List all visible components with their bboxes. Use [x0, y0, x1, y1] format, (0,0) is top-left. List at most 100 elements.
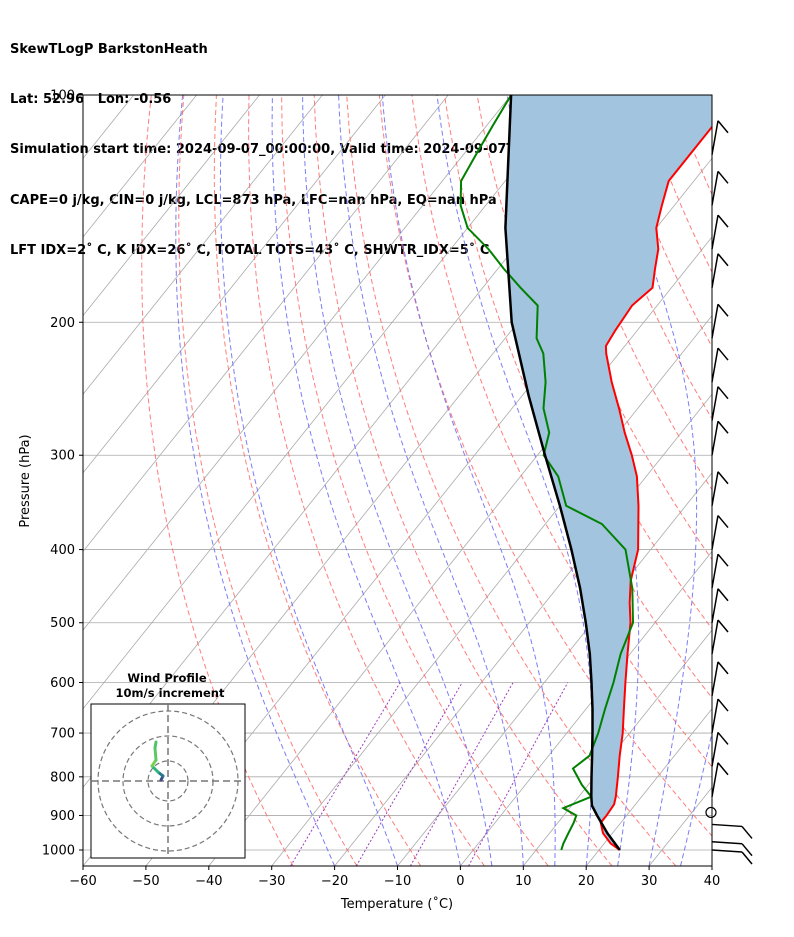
- wind-barb: [711, 420, 729, 456]
- y-tick-label: 200: [50, 316, 75, 331]
- x-tick-label: 10: [515, 874, 532, 889]
- barb-staff: [711, 347, 719, 383]
- dry-adiabat: [213, 95, 422, 866]
- wind-barb: [711, 253, 729, 288]
- wind-barb: [705, 806, 753, 839]
- barb-flag: [717, 762, 729, 776]
- barb-flag: [741, 851, 753, 865]
- profile-lines: [459, 95, 712, 851]
- barb-flag: [717, 698, 729, 712]
- isotherm-line: [208, 236, 712, 866]
- moist-adiabat: [302, 95, 493, 866]
- hodograph-segment: [153, 740, 158, 750]
- y-tick-label: 900: [50, 809, 75, 824]
- barb-flag: [717, 253, 729, 267]
- x-tick-label: 40: [704, 874, 721, 889]
- barb-staff: [711, 698, 719, 734]
- barb-flag: [717, 347, 729, 361]
- barb-staff: [711, 386, 719, 421]
- barb-staff: [711, 471, 719, 506]
- barb-staff: [711, 661, 719, 697]
- isotherm-line: [460, 550, 712, 866]
- wind-barb: [711, 386, 729, 421]
- wind-barb: [711, 553, 729, 589]
- barb-flag: [717, 661, 729, 675]
- barb-staff: [711, 421, 719, 456]
- y-tick-label: 500: [50, 616, 75, 631]
- dry-adiabat: [541, 95, 712, 491]
- dry-adiabat: [141, 95, 294, 866]
- isotherm-line: [83, 95, 197, 238]
- barb-flag: [717, 420, 729, 434]
- x-axis-label: Temperature (˚C): [340, 896, 453, 912]
- mixing-ratio-line: [355, 682, 463, 866]
- barb-staff: [711, 619, 719, 655]
- moist-adiabat: [381, 95, 556, 866]
- dry-adiabat: [248, 95, 485, 866]
- wind-barb: [711, 661, 729, 697]
- isotherm-line: [83, 95, 386, 474]
- x-tick-label: −50: [132, 874, 159, 889]
- wind-barb: [711, 170, 729, 206]
- barb-staff: [711, 554, 719, 589]
- dry-adiabat: [738, 95, 794, 866]
- barb-flag: [741, 843, 753, 857]
- wind-barb: [711, 619, 729, 655]
- moist-adiabat: [271, 95, 461, 866]
- x-tick-label: −40: [195, 874, 222, 889]
- dry-adiabat: [411, 95, 712, 768]
- dry-adiabat: [770, 95, 794, 866]
- moist-adiabat: [175, 95, 336, 866]
- wind-barb: [711, 214, 729, 250]
- indices-line-2: LFT IDX=2˚ C, K IDX=26˚ C, TOTAL TOTS=43…: [10, 243, 490, 259]
- x-tick-label: 0: [456, 874, 464, 889]
- isotherm-line: [83, 95, 449, 553]
- wind-barb: [711, 515, 729, 550]
- isotherm-line: [585, 708, 712, 866]
- wind-profile-inset: Wind Profile 10m/s increment: [90, 671, 246, 859]
- parcel-line: [504, 95, 621, 851]
- barb-staff: [711, 120, 719, 155]
- barb-staff: [711, 840, 743, 845]
- barb-staff: [711, 849, 743, 853]
- chart-title: SkewTLogP BarkstonHeath: [10, 41, 208, 57]
- barb-flag: [717, 588, 729, 602]
- isotherm-line: [83, 95, 512, 631]
- hodograph-segment: [153, 746, 158, 762]
- isotherm-line: [334, 393, 712, 866]
- x-tick-label: −20: [321, 874, 348, 889]
- isotherm-line: [83, 95, 260, 317]
- isotherm-line: [648, 786, 712, 866]
- wind-barb: [711, 588, 729, 623]
- barb-staff: [711, 253, 719, 288]
- barb-flag: [717, 553, 729, 567]
- moist-adiabat: [219, 95, 398, 866]
- wind-barb: [711, 471, 729, 506]
- moist-adiabat: [598, 95, 698, 866]
- wind-barb: [711, 303, 729, 339]
- barb-staff: [711, 762, 719, 797]
- barb-flag: [741, 825, 753, 839]
- dry-adiabat: [704, 95, 712, 115]
- barb-flag: [717, 619, 729, 633]
- moist-adiabat: [338, 95, 524, 866]
- barb-flag: [717, 214, 729, 228]
- inset-subtitle: 10m/s increment: [116, 686, 225, 700]
- mixing-ratio-line: [409, 682, 514, 866]
- y-tick-label: 300: [50, 449, 75, 464]
- isotherm-line: [83, 95, 575, 710]
- chart-header: SkewTLogP BarkstonHeath Lat: 52.96 Lon: …: [10, 8, 603, 277]
- dry-adiabat: [672, 95, 712, 196]
- calm-circle: [705, 806, 717, 819]
- wind-barb: [711, 120, 729, 155]
- wind-barbs: [705, 120, 753, 865]
- isotherm-line: [145, 157, 712, 866]
- y-tick-label: 100: [50, 89, 75, 104]
- x-tick-label: −10: [384, 874, 411, 889]
- mixing-ratio-line: [290, 682, 401, 866]
- barb-staff: [711, 304, 719, 339]
- y-axis-label: Pressure (hPa): [18, 434, 33, 527]
- barb-staff: [711, 588, 719, 623]
